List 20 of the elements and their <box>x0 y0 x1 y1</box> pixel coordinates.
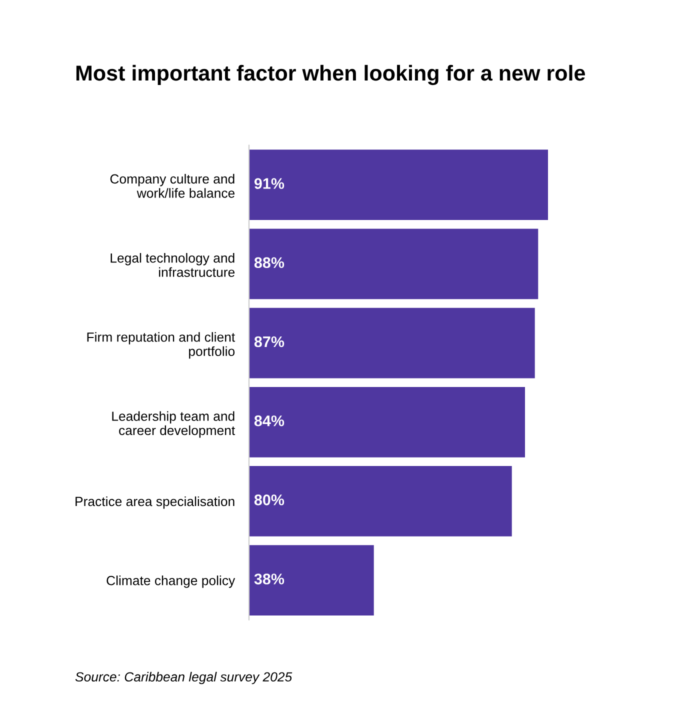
data-label: 87% <box>254 336 284 348</box>
y-tick-label: Firm reputation and client portfolio <box>87 332 236 359</box>
data-label: 91% <box>254 178 284 189</box>
bar <box>249 228 538 300</box>
chart-title: Most important factor when looking for a new role <box>76 64 585 86</box>
data-label: 88% <box>254 257 284 268</box>
y-tick-label: Leadership team and career development <box>112 411 236 438</box>
y-tick-label: Legal technology and infrastructure <box>110 253 235 277</box>
y-tick-label: Practice area specialisation <box>76 496 234 509</box>
bar <box>249 308 535 378</box>
bar <box>249 150 548 220</box>
y-tick-label: Climate change policy <box>106 576 236 588</box>
bar <box>249 545 374 616</box>
data-label: 38% <box>254 574 284 584</box>
data-label: 84% <box>254 415 284 426</box>
bar <box>249 466 512 536</box>
y-tick-label: Company culture and work/life balance <box>110 174 235 198</box>
source-note: Source: Caribbean legal survey 2025 <box>75 672 292 684</box>
data-label: 80% <box>254 494 284 506</box>
bar <box>249 386 525 458</box>
